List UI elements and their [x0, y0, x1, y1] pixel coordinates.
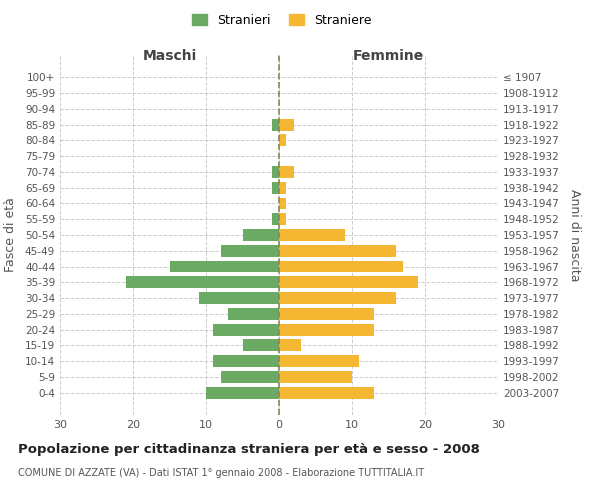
Bar — [279, 260, 403, 272]
Bar — [170, 260, 279, 272]
Bar — [272, 118, 279, 130]
Text: Femmine: Femmine — [353, 49, 424, 63]
Y-axis label: Fasce di età: Fasce di età — [4, 198, 17, 272]
Bar — [279, 245, 396, 256]
Bar — [272, 166, 279, 178]
Bar — [221, 245, 279, 256]
Bar — [279, 214, 286, 225]
Legend: Stranieri, Straniere: Stranieri, Straniere — [187, 8, 377, 32]
Bar — [279, 308, 374, 320]
Bar — [228, 308, 279, 320]
Bar — [126, 276, 279, 288]
Text: COMUNE DI AZZATE (VA) - Dati ISTAT 1° gennaio 2008 - Elaborazione TUTTITALIA.IT: COMUNE DI AZZATE (VA) - Dati ISTAT 1° ge… — [18, 468, 424, 477]
Y-axis label: Anni di nascita: Anni di nascita — [568, 188, 581, 281]
Bar — [279, 166, 293, 178]
Bar — [279, 292, 396, 304]
Text: Maschi: Maschi — [142, 49, 197, 63]
Bar — [214, 356, 279, 367]
Bar — [206, 387, 279, 398]
Bar — [214, 324, 279, 336]
Bar — [199, 292, 279, 304]
Bar — [279, 340, 301, 351]
Bar — [272, 182, 279, 194]
Bar — [279, 387, 374, 398]
Bar — [279, 198, 286, 209]
Bar — [242, 229, 279, 241]
Bar — [272, 214, 279, 225]
Bar — [279, 182, 286, 194]
Bar — [279, 371, 352, 383]
Bar — [279, 229, 344, 241]
Text: Popolazione per cittadinanza straniera per età e sesso - 2008: Popolazione per cittadinanza straniera p… — [18, 442, 480, 456]
Bar — [279, 276, 418, 288]
Bar — [242, 340, 279, 351]
Bar — [221, 371, 279, 383]
Bar — [279, 324, 374, 336]
Bar — [279, 356, 359, 367]
Bar — [279, 134, 286, 146]
Bar — [279, 118, 293, 130]
